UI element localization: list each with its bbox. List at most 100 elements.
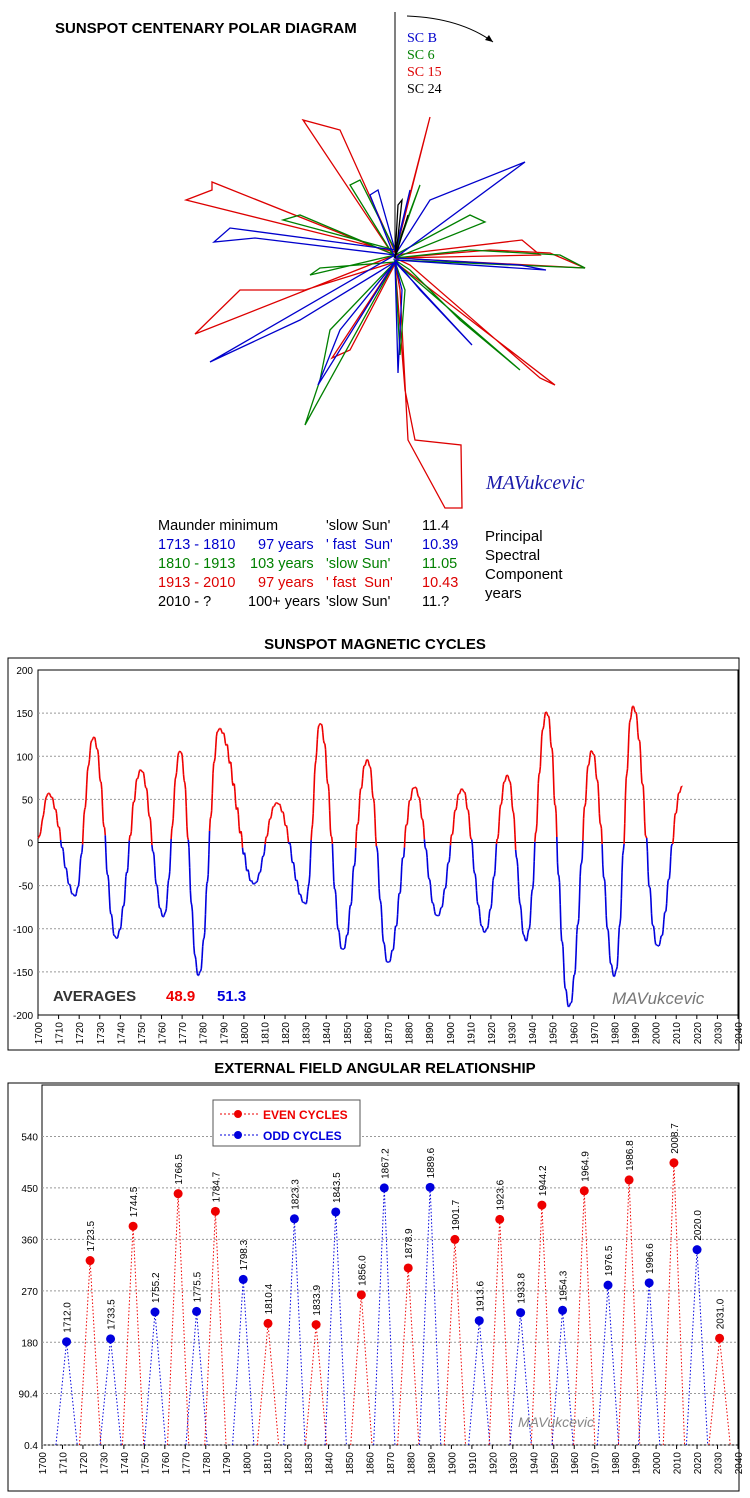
table-value: 11.05 (422, 556, 458, 572)
cycle-line-segment (133, 790, 137, 800)
cycle-line-segment (168, 856, 172, 872)
cycle-line-segment (78, 869, 81, 881)
cycle-line-segment (61, 847, 65, 852)
cycle-line-segment (542, 725, 545, 730)
cycle-line-segment (461, 788, 464, 791)
cycle-line-segment (601, 844, 604, 865)
cycle-line-segment (108, 895, 111, 910)
cycle-line-segment (117, 930, 120, 935)
cycle-dotted-line (293, 1218, 306, 1446)
cycle-line-segment (240, 831, 243, 838)
cycle-line-segment (381, 932, 384, 942)
cycle-line-segment (614, 970, 617, 975)
cycle-line-segment (527, 929, 530, 933)
cycle-line-segment (112, 933, 115, 937)
x-tick-label: 1710 (55, 1022, 66, 1045)
x-tick-label: 1720 (75, 1022, 86, 1045)
cycle-line-segment (460, 788, 463, 791)
cycle-line-segment (455, 800, 459, 807)
cycle-point (85, 1256, 95, 1266)
cycle-line-segment (96, 749, 100, 756)
cycle-line-segment (597, 796, 601, 814)
cycle-line-segment (209, 816, 212, 819)
cycle-point (537, 1200, 547, 1210)
cycle-line-segment (561, 940, 563, 943)
x-tick-label: 1900 (446, 1022, 457, 1045)
cycle-line-segment (348, 909, 351, 922)
x-tick-label: 2030 (714, 1452, 725, 1475)
cycle-line-segment (599, 823, 602, 826)
cycle-line-segment (257, 873, 260, 877)
x-tick-label: 1960 (570, 1452, 581, 1475)
cycle-line-segment (641, 783, 645, 787)
cycle-line-segment (630, 706, 634, 712)
cycle-line-segment (400, 866, 403, 882)
cycle-line-segment (493, 870, 496, 877)
cycle-line-segment (200, 958, 203, 969)
cycle-line-segment (556, 836, 559, 863)
cycle-line-segment (666, 880, 669, 891)
cycle-line-segment (393, 931, 396, 942)
cycle-line-segment (68, 883, 72, 887)
cycle-line-segment (71, 892, 73, 895)
cycle-line-segment (65, 867, 68, 872)
cycle-line-segment (501, 792, 504, 802)
cycle-line-segment (327, 783, 330, 792)
cycle-line-segment (476, 901, 479, 905)
x-tick-label: 1970 (590, 1022, 601, 1045)
cycle-line-segment (301, 901, 304, 903)
cycle-line-segment (129, 831, 133, 836)
cycle-point (516, 1308, 526, 1318)
cycle-line-segment (346, 931, 349, 936)
cycle-line-segment (184, 789, 188, 807)
cycle-line-segment (397, 893, 400, 901)
cycle-line-segment (497, 833, 500, 839)
cycle-line-segment (196, 973, 199, 976)
cycle-dotted-line (520, 1312, 532, 1446)
cycle-line-segment (432, 903, 435, 907)
cycle-line-segment (663, 912, 666, 921)
cycle-line-segment (635, 711, 638, 714)
cycle-line-segment (574, 953, 577, 970)
cycle-line-segment (582, 818, 585, 841)
cycle-dotted-line (488, 1219, 501, 1446)
cycle-line-segment (490, 903, 493, 909)
cycle-line-segment (164, 908, 168, 912)
cycle-line-segment (610, 964, 614, 971)
cycle-line-segment (105, 868, 109, 875)
cycle-point-label: 1723.5 (86, 1221, 97, 1252)
cycle-line-segment (280, 808, 283, 812)
cycle-point-label: 1733.5 (107, 1299, 118, 1330)
cycle-line-segment (416, 789, 419, 794)
cycle-line-segment (295, 879, 299, 882)
x-tick-label: 1910 (468, 1452, 479, 1475)
cycle-line-segment (603, 878, 606, 882)
cycle-line-segment (77, 885, 80, 888)
cycle-line-segment (571, 992, 574, 1001)
cycle-point-label: 1867.2 (380, 1148, 391, 1179)
cycle-line-segment (636, 720, 639, 733)
y-tick-label: 100 (16, 752, 33, 763)
cycle-line-segment (102, 821, 105, 828)
cycle-line-segment (101, 806, 104, 822)
table-period: Maunder minimum (158, 518, 279, 534)
cycle-line-segment (260, 862, 263, 869)
cycle-line-segment (650, 897, 653, 914)
table-span: 100+ years (248, 594, 321, 610)
cycle-point (579, 1186, 589, 1196)
cycle-line-segment (157, 894, 160, 904)
x-tick-label: 1800 (240, 1022, 251, 1045)
component-label-line: Principal (485, 528, 543, 545)
x-tick-label: 1810 (263, 1452, 274, 1475)
cycle-line-segment (195, 959, 198, 968)
cycle-line-segment (653, 931, 656, 940)
cycle-line-segment (597, 783, 600, 797)
cycle-line-segment (328, 791, 331, 811)
cycle-line-segment (120, 908, 124, 918)
cycle-line-segment (522, 933, 525, 936)
cycle-line-segment (305, 899, 308, 904)
cycle-line-segment (553, 795, 556, 806)
cycle-line-segment (402, 847, 406, 858)
cycle-line-segment (619, 898, 623, 919)
cycle-line-segment (98, 766, 101, 779)
